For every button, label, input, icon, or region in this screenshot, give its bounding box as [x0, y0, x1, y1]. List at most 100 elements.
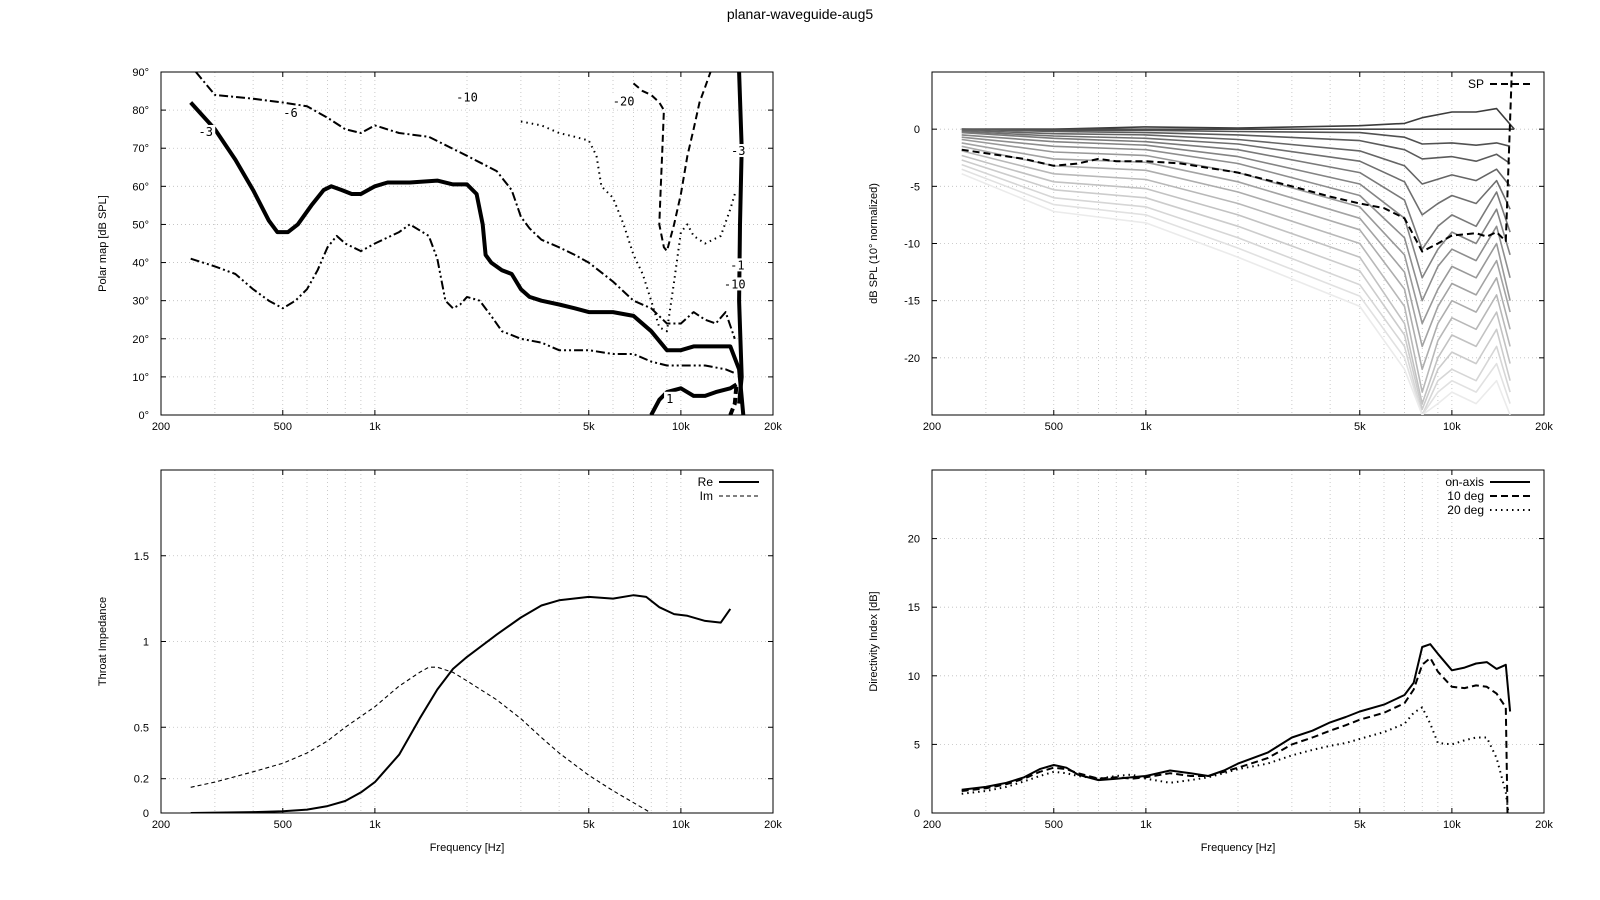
series--10	[520, 120, 736, 333]
series-angle-40	[961, 134, 1511, 279]
y-tick-label: -20	[904, 353, 920, 365]
series-angle-25	[961, 129, 1511, 187]
contour-label: -3	[198, 125, 212, 139]
contour-label-bg	[196, 124, 216, 138]
y-tick-label: 50°	[132, 219, 149, 231]
series-angle-90	[961, 173, 1511, 415]
x-tick-label: 200	[152, 421, 170, 433]
chart-normalized-spl: 200 500 1k 5k 10k 20k 0 -5 -10 -15 -20 dB SPL (10° …	[868, 71, 1553, 433]
chart-directivity-index: 200 500 1k 5k 10k 20k 0 5 10 15 20 Directivity Inde…	[868, 469, 1553, 854]
x-tick-label: 20k	[1535, 819, 1553, 831]
x-tick-label: 20k	[764, 819, 782, 831]
contour-label-bg	[281, 105, 301, 119]
series--6	[195, 72, 736, 340]
series--1	[190, 223, 736, 375]
contour-label: -3	[731, 144, 745, 158]
x-tick-label: 10k	[1443, 421, 1461, 433]
chart-polar-map: 200 500 1k 5k 10k 20k 0° 10° 20° 30° 40° 50° 60° 70° 8…	[97, 67, 782, 433]
series-angle-75	[961, 159, 1511, 411]
y-axis-label: Throat Impedance	[97, 597, 109, 686]
legend-label: Im	[700, 489, 713, 503]
contour-label: -10	[456, 91, 478, 105]
y-tick-label: 0°	[138, 410, 149, 422]
x-tick-label: 5k	[583, 819, 595, 831]
y-tick-label: 60°	[132, 181, 149, 193]
y-axis-label: Polar map [dB SPL]	[97, 195, 109, 292]
x-tick-label: 500	[1045, 819, 1063, 831]
y-axis-label: Directivity Index [dB]	[868, 591, 880, 691]
y-tick-label: 1.5	[134, 551, 149, 563]
series--3-edge	[737, 72, 744, 404]
plot-frame	[931, 469, 1545, 814]
series-group	[189, 72, 746, 415]
series-angle-65	[961, 150, 1511, 393]
legend-label: 20 deg	[1447, 503, 1484, 517]
series-angle-20	[961, 128, 1511, 165]
y-tick-label: 20	[908, 534, 920, 546]
y-tick-label: 20°	[132, 334, 149, 346]
x-tick-label: 1k	[1140, 819, 1152, 831]
grid	[932, 72, 1544, 415]
x-tick-label: 1k	[369, 421, 381, 433]
series-angle-35	[961, 131, 1511, 250]
y-axis-label: dB SPL (10° normalized)	[868, 183, 880, 304]
x-tick-label: 10k	[1443, 819, 1461, 831]
x-tick-label: 500	[1045, 421, 1063, 433]
y-tick-label: 10°	[132, 372, 149, 384]
series-angle-50	[961, 138, 1511, 325]
contour-label: -1	[730, 258, 744, 272]
series-group	[961, 72, 1515, 415]
y-tick-label: 0.5	[134, 722, 149, 734]
y-tick-label: -15	[904, 296, 920, 308]
series-angle-60	[961, 145, 1511, 371]
series-on-axis	[961, 643, 1512, 791]
x-tick-label: 1k	[1140, 421, 1152, 433]
series-1-edge	[728, 384, 739, 415]
x-tick-label: 10k	[672, 421, 690, 433]
contour-label-bg	[728, 144, 748, 158]
y-tick-label: 30°	[132, 296, 149, 308]
grid	[161, 470, 773, 814]
series-re	[190, 594, 732, 813]
y-tick-label: 0	[914, 124, 920, 136]
plot-frame	[160, 71, 774, 416]
series-sp	[961, 72, 1513, 253]
x-tick-label: 5k	[583, 421, 595, 433]
x-tick-label: 200	[923, 421, 941, 433]
x-tick-label: 5k	[1354, 819, 1366, 831]
grid	[161, 71, 773, 416]
legend-label: SP	[1468, 77, 1484, 91]
y-tick-label: 90°	[132, 67, 149, 79]
series-angle-80	[961, 163, 1511, 415]
legend-label: Re	[698, 475, 714, 489]
x-tick-label: 200	[152, 819, 170, 831]
chart-throat-impedance: 200 500 1k 5k 10k 20k 0 0.2 0.5 1 1.5 Throat Impeda…	[97, 469, 782, 854]
series-group	[961, 643, 1512, 813]
series-angle-15	[961, 128, 1511, 148]
x-tick-label: 20k	[1535, 421, 1553, 433]
contour-label-bg	[453, 90, 481, 104]
series-group	[190, 594, 732, 813]
series--3	[189, 101, 746, 415]
y-tick-label: 70°	[132, 143, 149, 155]
y-tick-label: 10	[908, 671, 920, 683]
contour-label: 1	[666, 392, 673, 406]
series-angle-0	[961, 107, 1515, 130]
x-tick-label: 1k	[369, 819, 381, 831]
contour-label-bg	[727, 258, 747, 272]
contour-label: -10	[724, 277, 746, 291]
y-tick-label: 1	[143, 637, 149, 649]
x-tick-label: 200	[923, 819, 941, 831]
series-angle-70	[961, 154, 1511, 405]
y-tick-label: 0.2	[134, 774, 149, 786]
x-tick-label: 10k	[672, 819, 690, 831]
y-tick-label: 80°	[132, 105, 149, 117]
series-angle-45	[961, 136, 1511, 302]
series-angle-85	[961, 168, 1511, 415]
series--20	[632, 72, 712, 253]
y-tick-label: 15	[908, 602, 920, 614]
series-angle-30	[961, 130, 1511, 216]
contour-label: -6	[283, 106, 297, 120]
y-tick-label: 0	[914, 808, 920, 820]
